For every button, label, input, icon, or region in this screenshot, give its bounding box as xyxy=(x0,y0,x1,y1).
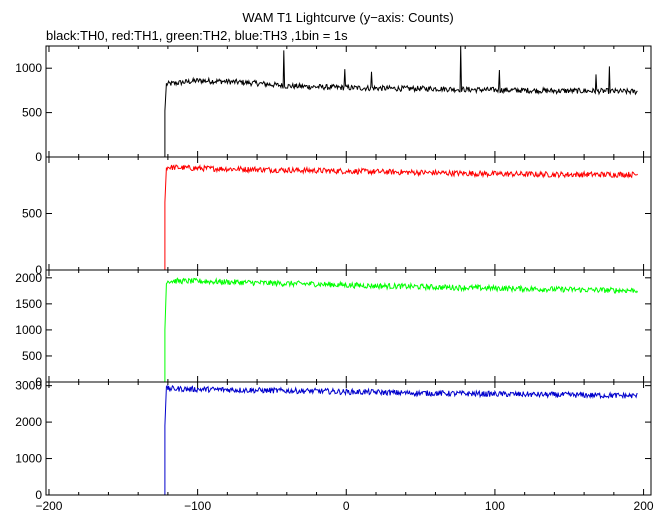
y-tick-label: 2000 xyxy=(15,415,42,429)
x-tick-label: 200 xyxy=(634,499,654,513)
y-tick-label: 1000 xyxy=(15,61,42,75)
panel-th3: 0 1000 2000 3000 xyxy=(15,379,652,502)
panel-th1: 0 500 xyxy=(22,156,652,277)
x-tick-label: −100 xyxy=(184,499,211,513)
y-tick-label: 0 xyxy=(35,150,42,164)
x-tick-label: 0 xyxy=(343,499,350,513)
y-tick-label: 0 xyxy=(35,488,42,502)
chart-title: WAM T1 Lightcurve (y−axis: Counts) xyxy=(242,10,453,25)
y-tick-label: 0 xyxy=(35,263,42,277)
series-line-th1 xyxy=(47,163,638,271)
panels-group: 0500100005000500100015002000010002000300… xyxy=(15,45,654,513)
y-tick-label: 500 xyxy=(22,349,42,363)
y-tick-label: 0 xyxy=(35,375,42,389)
y-tick-label: 1500 xyxy=(15,297,42,311)
panel-frame xyxy=(45,45,652,158)
y-tick-label: 2000 xyxy=(15,271,42,285)
series-line-th2 xyxy=(47,277,639,383)
y-tick-label: 500 xyxy=(22,106,42,120)
panel-th2: 0 500 1000 1500 2000 xyxy=(15,269,652,389)
y-tick-label: 1000 xyxy=(15,323,42,337)
y-tick-label: 1000 xyxy=(15,452,42,466)
x-tick-label: −200 xyxy=(35,499,62,513)
panel-frame xyxy=(45,381,652,496)
x-tick-label: 100 xyxy=(485,499,505,513)
y-tick-label: 3000 xyxy=(15,379,42,393)
series-line-th0 xyxy=(47,45,638,158)
chart-subtitle: black:TH0, red:TH1, green:TH2, blue:TH3 … xyxy=(46,28,348,43)
panel-th0: 0 500 1000 xyxy=(15,45,652,164)
series-line-th3 xyxy=(47,384,638,496)
y-tick-label: 500 xyxy=(22,207,42,221)
